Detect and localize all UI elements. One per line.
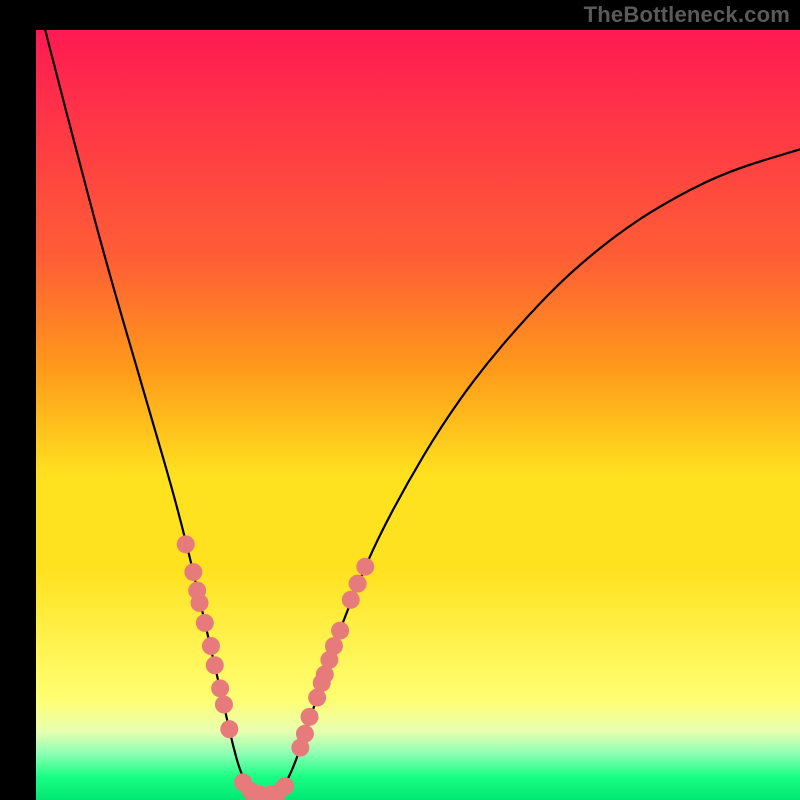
chart-stage: TheBottleneck.com (0, 0, 800, 800)
data-marker (202, 637, 220, 655)
data-marker (184, 563, 202, 581)
bottleneck-chart-svg (0, 0, 800, 800)
data-marker (325, 637, 343, 655)
data-marker (220, 720, 238, 738)
data-marker (211, 679, 229, 697)
data-marker (301, 708, 319, 726)
data-marker (177, 535, 195, 553)
data-marker (342, 591, 360, 609)
data-marker (276, 777, 294, 795)
data-marker (206, 656, 224, 674)
data-marker (349, 575, 367, 593)
data-marker (331, 622, 349, 640)
data-marker (296, 725, 314, 743)
data-marker (196, 614, 214, 632)
data-marker (356, 558, 374, 576)
data-marker (190, 594, 208, 612)
data-marker (215, 696, 233, 714)
source-watermark: TheBottleneck.com (584, 2, 790, 28)
